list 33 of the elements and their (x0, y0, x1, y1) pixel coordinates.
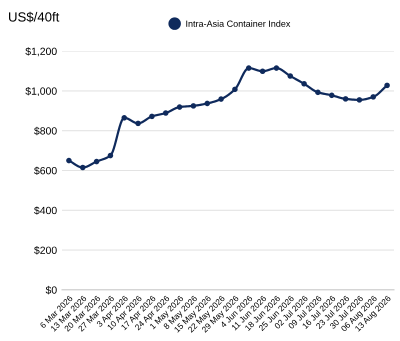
point (204, 100, 210, 106)
point (218, 96, 224, 102)
point (274, 65, 280, 71)
point (342, 96, 348, 102)
y-axis-title: US$/40ft (9, 12, 60, 22)
y-tick-label: $200 (34, 246, 57, 255)
point (260, 68, 266, 74)
point (370, 94, 376, 100)
y-tick-label: $1,000 (25, 86, 57, 96)
point (66, 158, 72, 164)
y-tick-label: $800 (34, 126, 57, 136)
point (287, 73, 294, 79)
point (384, 82, 390, 88)
point (246, 65, 252, 71)
y-tick-label: $1,200 (25, 47, 57, 56)
point (149, 114, 155, 120)
point (232, 86, 238, 92)
point (135, 120, 141, 126)
legend-label: Intra-Asia Container Index (186, 20, 290, 27)
y-tick-label: $400 (34, 206, 57, 215)
point (108, 152, 114, 158)
y-tick-label: $600 (34, 166, 57, 175)
point (356, 97, 362, 103)
point (162, 110, 169, 116)
point (301, 80, 307, 87)
point (315, 90, 321, 96)
point (190, 103, 196, 109)
y-tick-label: $0 (46, 286, 57, 294)
point (94, 158, 100, 164)
point (80, 164, 86, 170)
point (176, 104, 182, 110)
point (328, 92, 335, 98)
point (121, 115, 128, 121)
